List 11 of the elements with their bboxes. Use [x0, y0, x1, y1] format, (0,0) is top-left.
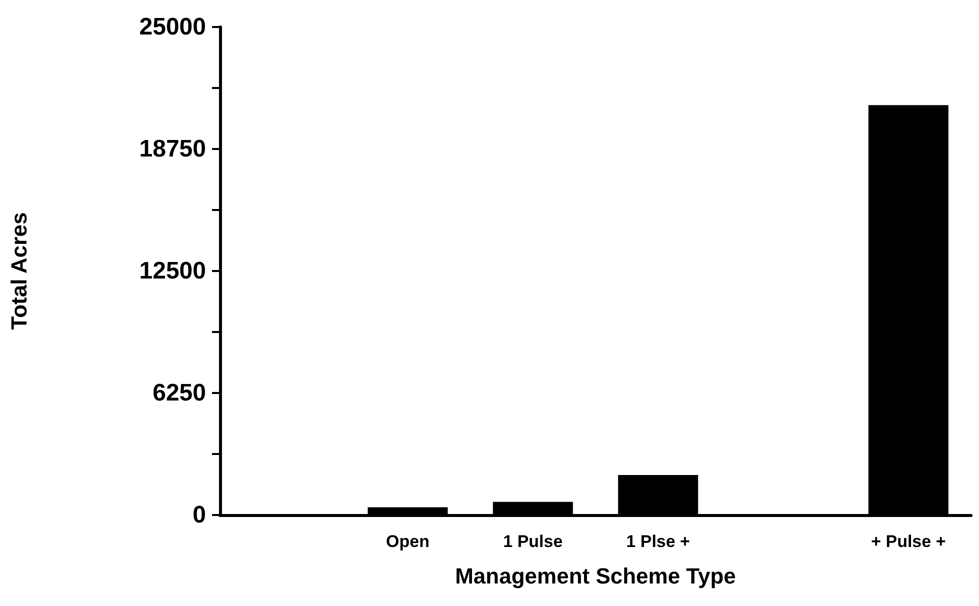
x-tick-label: Open	[386, 532, 430, 551]
x-tick-label: 1 Pulse	[503, 532, 563, 551]
y-tick-label: 12500	[139, 258, 206, 284]
x-axis-title: Management Scheme Type	[455, 564, 736, 588]
y-tick-label: 25000	[139, 14, 206, 40]
x-tick-label: + Pulse +	[871, 532, 946, 551]
y-tick-label: 18750	[139, 136, 206, 162]
y-tick-label: 0	[192, 502, 206, 528]
y-tick-label: 6250	[152, 380, 206, 406]
y-axis-title: Total Acres	[6, 212, 32, 330]
x-tick-label: 1 Plse +	[626, 532, 690, 551]
